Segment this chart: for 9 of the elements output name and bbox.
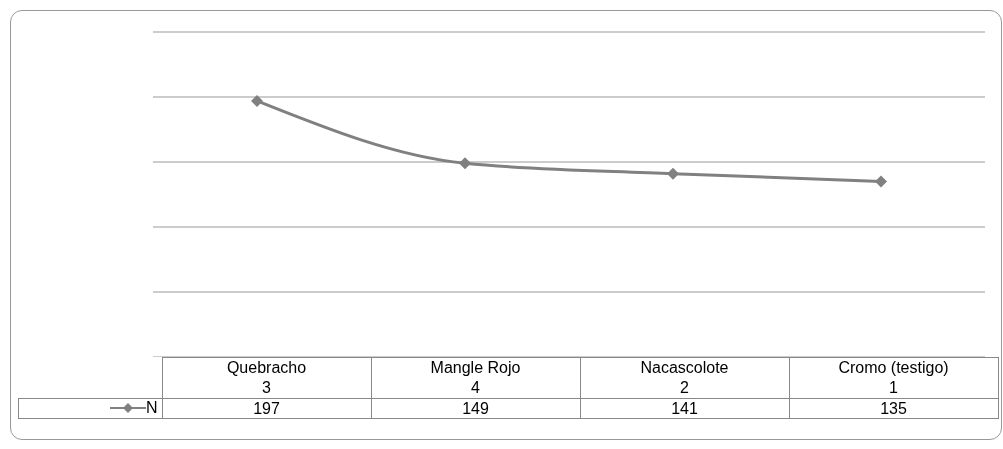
x-tick-label: Mangle Rojo 4 <box>371 357 580 399</box>
x-tick-label: Cromo (testigo) 1 <box>789 357 998 399</box>
x-tick-label: Nacascolote 2 <box>580 357 789 399</box>
data-label: 149 <box>371 398 580 419</box>
data-label: 135 <box>789 398 998 419</box>
data-label: 197 <box>162 398 371 419</box>
data-label: 141 <box>580 398 789 419</box>
x-tick-label: Quebracho 3 <box>162 357 371 399</box>
legend-label: N <box>145 399 158 417</box>
